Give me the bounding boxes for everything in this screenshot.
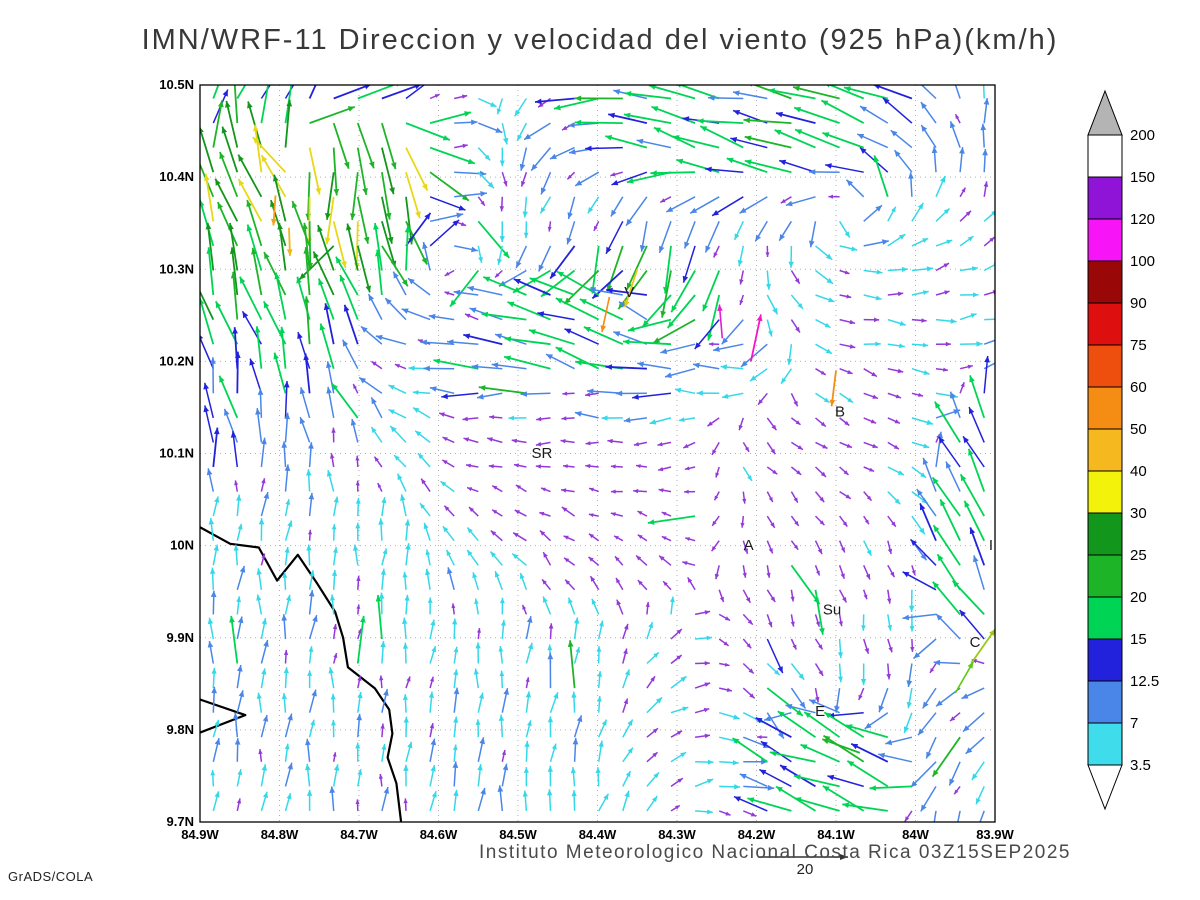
colorbar-tick-label: 15 <box>1130 631 1147 648</box>
colorbar-segment <box>1087 260 1123 304</box>
colorbar-tick-label: 150 <box>1130 169 1155 186</box>
grid-lines <box>200 85 995 822</box>
colorbar-tick-label: 12.5 <box>1130 673 1159 690</box>
lon-tick-label: 84W <box>902 827 929 842</box>
colorbar-segment <box>1087 512 1123 556</box>
colorbar-segment <box>1087 386 1123 430</box>
lat-tick-label: 10.1N <box>159 446 194 461</box>
colorbar-segment <box>1087 638 1123 682</box>
colorbar-segment <box>1087 176 1123 220</box>
colorbar-segment <box>1087 722 1123 766</box>
colorbar-tick-label: 30 <box>1130 505 1147 522</box>
lat-tick-label: 10.3N <box>159 261 194 276</box>
colorbar-tick-label: 40 <box>1130 463 1147 480</box>
colorbar-segment <box>1087 680 1123 724</box>
colorbar-above-max-cap <box>1087 89 1123 136</box>
lon-tick-label: 84.3W <box>658 827 696 842</box>
colorbar-tick-label: 200 <box>1130 127 1155 144</box>
colorbar-tick-label: 60 <box>1130 379 1147 396</box>
colorbar-tick-label: 20 <box>1130 589 1147 606</box>
colorbar-tick-label: 3.5 <box>1130 757 1151 774</box>
reference-vector-value: 20 <box>796 861 814 878</box>
station-label-e: E <box>815 703 825 720</box>
lat-tick-label: 10.2N <box>159 353 194 368</box>
station-labels: V B SR A I Su C E <box>531 284 993 720</box>
colorbar-tick-label: 25 <box>1130 547 1147 564</box>
station-label-sr: SR <box>531 445 552 462</box>
footer-institute-line: Instituto Meteorologico Nacional Costa R… <box>478 842 1071 863</box>
colorbar: 3.5 7 12.5 15 20 25 30 40 50 60 75 90 100 120 150 200 <box>1087 89 1159 811</box>
axis-labels: 10.5N 10.4N 10.3N 10.2N 10.1N 10N 9.9N 9.8N 9.7N… <box>159 77 1014 842</box>
plot-area: V B SR A I Su C E <box>200 85 995 822</box>
chart-title: IMN/WRF-11 Direccion y velocidad del vie… <box>141 24 1059 56</box>
wind-vectors <box>200 85 995 822</box>
station-label-v: V <box>624 284 634 301</box>
lat-tick-label: 10N <box>170 538 194 553</box>
lon-tick-label: 84.6W <box>420 827 458 842</box>
lat-tick-label: 10.5N <box>159 77 194 92</box>
station-label-b: B <box>835 404 845 421</box>
lat-tick-label: 9.7N <box>167 814 194 829</box>
reference-vector <box>758 854 848 860</box>
lon-tick-label: 84.1W <box>817 827 855 842</box>
station-label-i: I <box>989 537 993 554</box>
lat-tick-label: 9.9N <box>167 630 194 645</box>
colorbar-segment <box>1087 302 1123 346</box>
lon-tick-label: 84.5W <box>499 827 537 842</box>
station-label-a: A <box>744 537 754 554</box>
colorbar-tick-label: 75 <box>1130 337 1147 354</box>
colorbar-segment <box>1087 428 1123 472</box>
colorbar-tick-label: 7 <box>1130 715 1138 732</box>
lon-tick-label: 84.9W <box>181 827 219 842</box>
colorbar-tick-label: 50 <box>1130 421 1147 438</box>
plot-border <box>199 84 996 823</box>
lon-tick-label: 84.4W <box>579 827 617 842</box>
colorbar-below-min-cap <box>1087 764 1123 811</box>
colorbar-tick-label: 100 <box>1130 253 1155 270</box>
lat-tick-label: 9.8N <box>167 722 194 737</box>
colorbar-tick-label: 120 <box>1130 211 1155 228</box>
station-label-su: Su <box>823 602 841 619</box>
lon-tick-label: 83.9W <box>976 827 1014 842</box>
colorbar-segment <box>1087 134 1123 178</box>
coastline <box>200 526 403 822</box>
lat-tick-label: 10.4N <box>159 169 194 184</box>
lon-tick-label: 84.8W <box>261 827 299 842</box>
colorbar-segment <box>1087 596 1123 640</box>
colorbar-tick-label: 90 <box>1130 295 1147 312</box>
lon-tick-label: 84.2W <box>738 827 776 842</box>
colorbar-segment <box>1087 554 1123 598</box>
lon-tick-label: 84.7W <box>340 827 378 842</box>
colorbar-segment <box>1087 470 1123 514</box>
colorbar-segment <box>1087 218 1123 262</box>
colorbar-segment <box>1087 344 1123 388</box>
grads-credit: GrADS/COLA <box>8 869 94 884</box>
station-label-c: C <box>970 634 981 651</box>
